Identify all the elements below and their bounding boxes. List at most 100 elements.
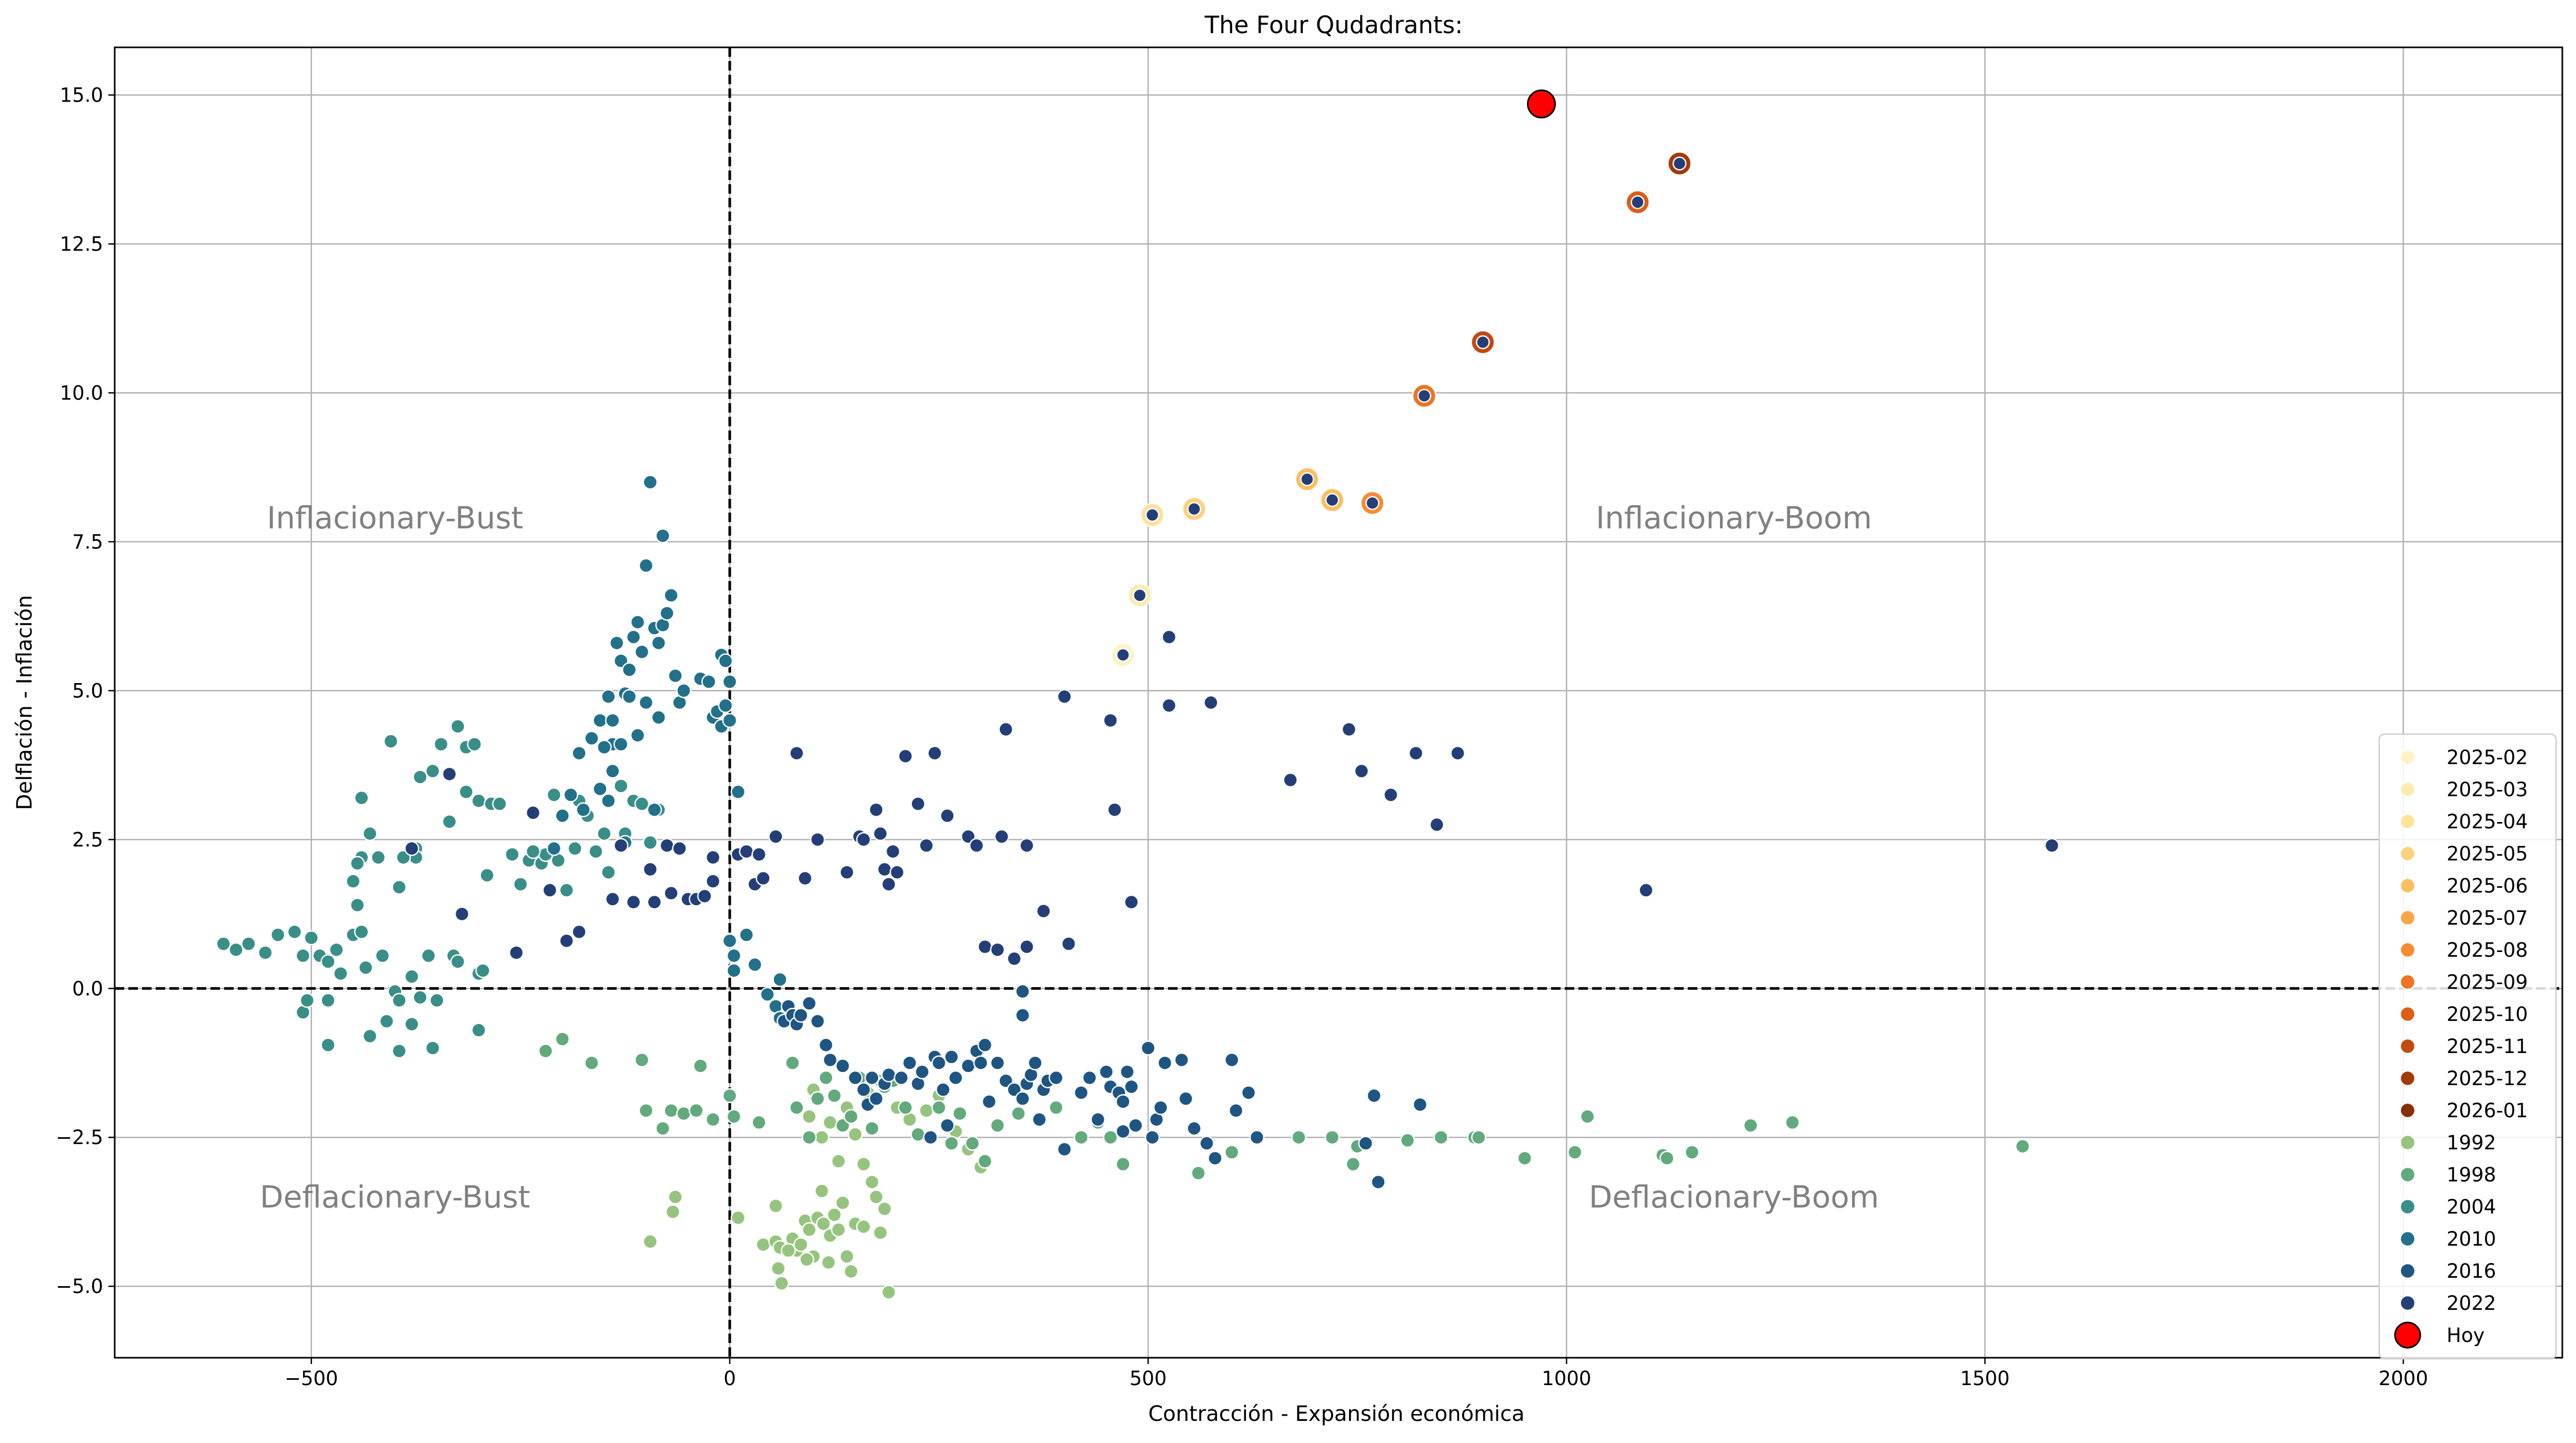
data-point-2016 [1224,1052,1240,1068]
data-point-2022 [559,933,575,948]
data-point-2004 [216,936,232,951]
chart-title: The Four Qudadrants: [1204,11,1463,39]
data-point-1998 [789,1100,804,1115]
y-tick-label: 0.0 [72,977,103,1000]
data-point-2004 [404,1016,419,1032]
data-point-2010 [601,793,616,808]
data-point-1998 [990,1118,1005,1133]
data-point-1998 [801,1129,817,1145]
data-point-1992 [822,1115,838,1130]
data-point-2022 [910,796,926,811]
data-point-1998 [1291,1129,1306,1145]
data-point-2016 [818,1037,834,1053]
data-point-2016 [1032,1112,1047,1127]
data-point-2016 [1371,1174,1386,1190]
data-point-2010 [638,695,654,710]
data-point-2004 [362,1028,378,1044]
data-point-2004 [329,942,344,957]
data-points [216,474,2060,1300]
data-point-2004 [383,734,399,749]
data-point-2004 [349,856,365,871]
data-point-2022 [1354,763,1369,779]
data-point-2004 [642,835,658,850]
data-point-1992 [801,1109,817,1124]
data-point-2022 [1408,745,1424,761]
data-point-2004 [513,876,528,892]
data-point-2004 [546,787,562,803]
recent-point-center [1325,493,1340,507]
data-point-2004 [270,927,286,943]
data-point-1992 [793,1237,809,1252]
data-point-2010 [592,713,608,728]
data-point-2016 [1153,1100,1169,1115]
data-point-1992 [774,1276,789,1291]
data-point-2016 [1174,1052,1190,1068]
legend-entry-label: 2025-11 [2447,1035,2528,1058]
x-tick-label: 500 [1130,1367,1167,1390]
data-point-2004 [425,1040,440,1056]
data-point-1992 [864,1174,880,1190]
data-point-2022 [1161,698,1177,713]
legend-entry-label: 2025-10 [2447,1003,2528,1026]
legend-marker [2399,781,2416,798]
quadrant-label: Inflacionary-Bust [267,500,523,536]
legend-marker [2399,749,2416,766]
data-point-2004 [597,826,612,841]
data-point-2010 [722,674,738,689]
data-point-2022 [705,850,721,865]
data-point-1992 [768,1198,783,1214]
data-point-2022 [869,802,884,817]
data-point-1998 [1011,1106,1026,1121]
data-point-2016 [848,1070,863,1086]
data-point-2016 [1228,1103,1244,1118]
data-point-2010 [642,474,658,490]
data-point-2004 [412,990,428,1005]
data-point-1998 [1224,1145,1240,1160]
data-point-2010 [638,558,654,573]
data-point-2016 [1140,1040,1156,1056]
legend-entry-label: 2026-01 [2447,1099,2528,1122]
data-point-2004 [404,969,419,984]
data-point-2010 [722,933,738,948]
data-point-2016 [1073,1085,1089,1100]
data-point-2004 [391,1043,407,1059]
data-point-2010 [739,927,754,943]
data-point-1992 [781,1243,796,1258]
data-point-2022 [789,745,804,761]
data-point-2004 [391,993,407,1008]
data-point-2016 [1015,1091,1030,1106]
data-point-2004 [479,867,495,883]
recent-point-center [1187,502,1201,516]
data-point-2010 [613,736,629,752]
data-point-2022 [919,838,934,853]
data-point-2016 [1082,1070,1098,1086]
data-point-1998 [1115,1156,1131,1172]
data-point-2022 [509,945,524,960]
data-point-2004 [354,790,369,806]
data-point-2022 [1383,787,1398,803]
data-point-2010 [668,668,683,684]
data-point-2022 [705,874,721,889]
recent-point-center [1417,388,1432,403]
data-point-2010 [571,745,587,761]
data-point-2004 [379,1014,395,1029]
data-point-1998 [952,1106,968,1121]
data-point-2010 [634,644,650,660]
data-point-2016 [1115,1094,1131,1109]
data-point-1998 [655,1121,670,1136]
data-point-2022 [998,722,1014,737]
quadrant-label: Inflacionary-Boom [1596,500,1872,536]
legend: 2025-02 2025-03 2025-04 2025-05 2025-06 2025-… [2378,733,2557,1360]
legend-marker [2399,1102,2416,1119]
data-point-2004 [601,865,616,880]
legend-marker [2399,1070,2416,1087]
data-point-2022 [1638,883,1654,898]
data-point-2022 [994,829,1010,844]
data-point-2004 [362,826,378,841]
data-point-2022 [605,891,620,907]
legend-entry-label: 2025-07 [2447,907,2528,929]
data-point-2010 [722,713,738,728]
data-point-1998 [663,1103,679,1118]
data-point-1998 [784,1055,800,1070]
